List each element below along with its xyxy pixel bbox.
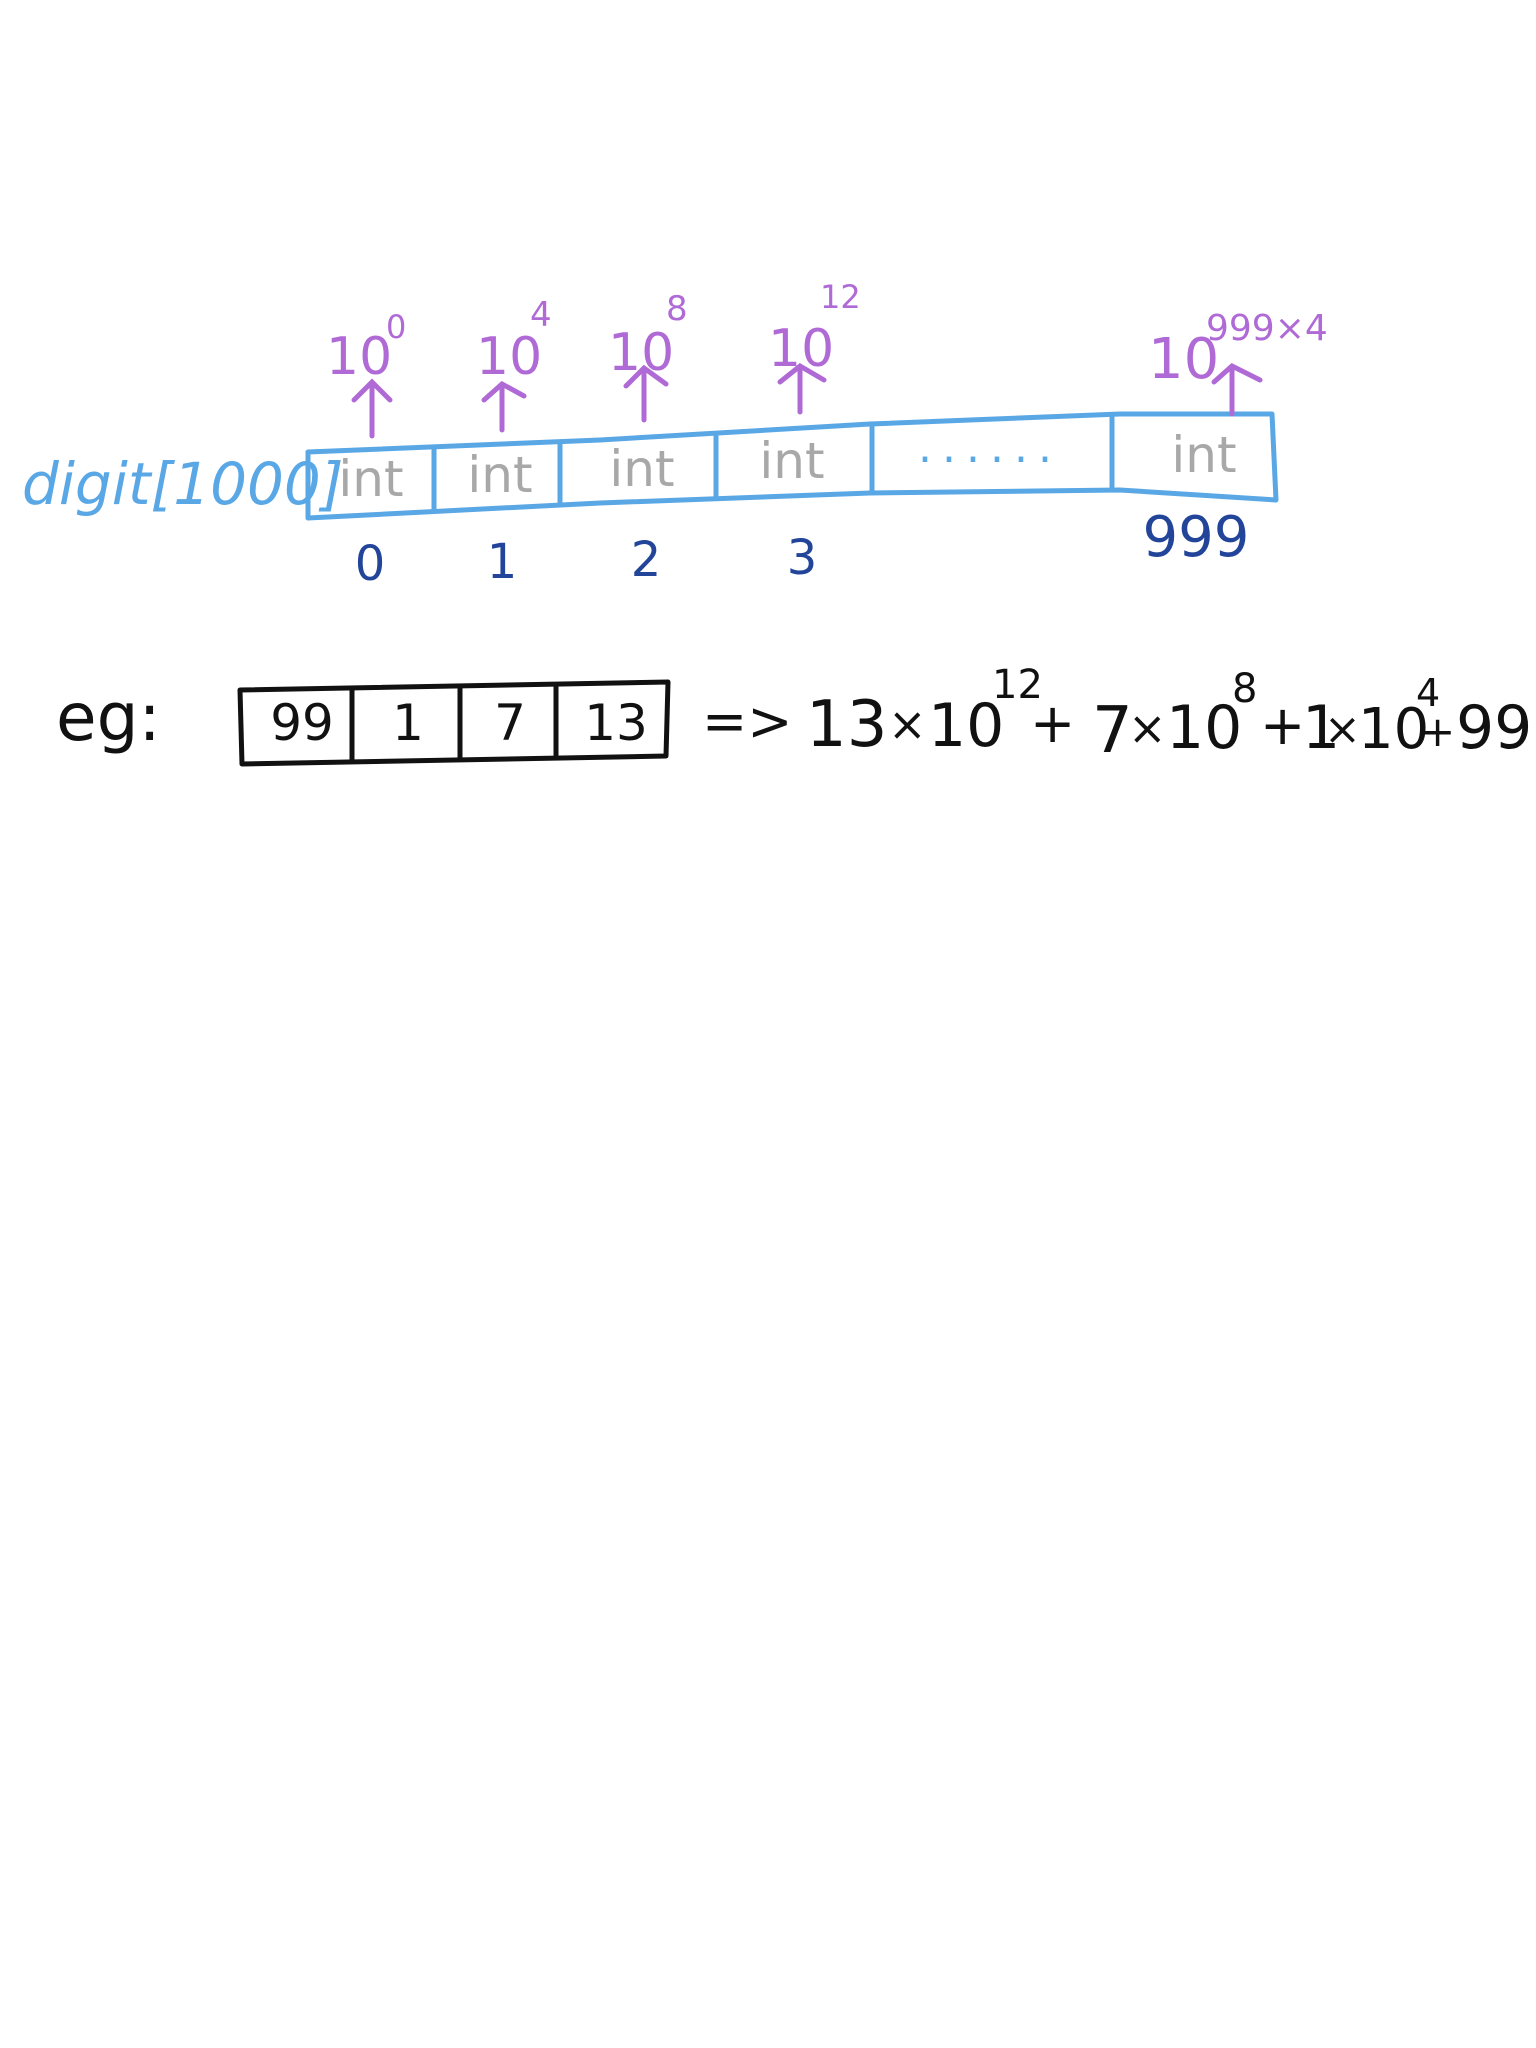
up-arrow-icon [777, 362, 827, 415]
example-cell-value: 7 [494, 694, 526, 752]
power-label: 10 999×4 [1148, 308, 1328, 392]
term-coefficient: 1 [1302, 693, 1340, 763]
cell-index: 1 [487, 534, 518, 590]
power-base: 10 [1148, 327, 1219, 392]
power-exponent: 4 [530, 295, 552, 335]
cell-type-label: int [338, 450, 403, 508]
array-diagram: digit[1000] int int int int ...... int 0… [22, 278, 1328, 592]
cell-type-label: int [1171, 426, 1236, 484]
power-exponent: 999×4 [1206, 308, 1328, 349]
cell-index: 3 [787, 530, 818, 586]
power-base: 10 [476, 327, 542, 387]
plus-sign: + [1260, 694, 1305, 757]
up-arrow-icon [481, 380, 527, 433]
array-outline [305, 411, 1279, 521]
example-cell-value: 99 [270, 694, 334, 752]
example-label: eg: [56, 679, 161, 756]
cell-type-label: int [467, 446, 532, 504]
ellipsis: ...... [918, 422, 1062, 473]
array-label: digit[1000] [22, 450, 343, 518]
cell-index: 0 [355, 536, 386, 592]
term-exponent: 4 [1416, 671, 1440, 715]
term-base: 10 [928, 691, 1004, 761]
cell-type-label: int [609, 440, 674, 498]
plus-sign: + [1030, 692, 1075, 755]
example-cell-value: 13 [584, 694, 648, 752]
times-sign: × [1324, 704, 1361, 755]
expansion-expression: 13 × 10 12 + 7 × 10 8 + 1 × 10 4 + 99 [806, 662, 1532, 768]
term-base: 10 [1166, 693, 1242, 763]
times-sign: × [888, 697, 927, 751]
up-arrow-icon [623, 364, 669, 423]
power-exponent: 8 [666, 289, 688, 329]
term-exponent: 12 [992, 662, 1043, 708]
power-label: 10 0 [326, 308, 406, 387]
power-base: 10 [326, 327, 392, 387]
plus-sign: + [1420, 707, 1455, 756]
cell-index: 999 [1143, 505, 1250, 570]
power-label: 10 4 [476, 295, 552, 387]
term-coefficient: 13 [806, 688, 887, 762]
power-exponent: 0 [386, 308, 406, 346]
example-array-outline [237, 679, 671, 767]
up-arrow-icon [1211, 363, 1263, 417]
term-base: 10 [1358, 697, 1429, 762]
example-section: eg: 99 1 7 13 => 13 × 10 12 + 7 × 10 8 +… [56, 662, 1532, 768]
cell-type-label: int [759, 432, 824, 490]
up-arrow-icon [351, 378, 393, 439]
implies-arrow: => [702, 690, 793, 753]
times-sign: × [1128, 701, 1167, 755]
term-coefficient: 7 [1092, 694, 1133, 768]
term-constant: 99 [1456, 693, 1532, 763]
power-exponent: 12 [820, 278, 861, 316]
example-cell-value: 1 [392, 694, 424, 752]
cell-index: 2 [631, 532, 662, 588]
term-exponent: 8 [1232, 666, 1257, 712]
power-label: 10 12 [768, 278, 861, 379]
